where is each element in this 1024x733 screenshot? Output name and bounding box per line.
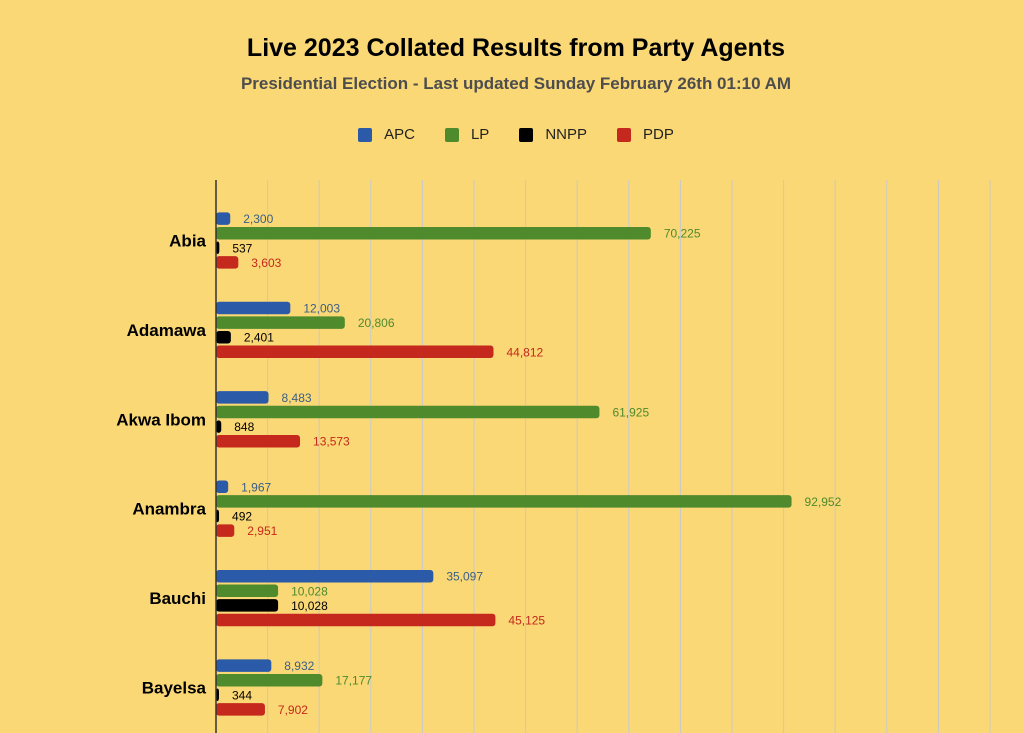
- data-label: 2,401: [244, 331, 274, 345]
- bar-pdp: [216, 613, 496, 627]
- data-label: 848: [234, 420, 254, 434]
- data-label: 20,806: [358, 316, 395, 330]
- category-label: Bauchi: [149, 589, 206, 608]
- category-label: Bayelsa: [142, 679, 207, 698]
- data-label: 8,483: [282, 391, 312, 405]
- data-label: 17,177: [335, 674, 372, 688]
- data-label: 35,097: [446, 570, 483, 584]
- bar-lp: [216, 405, 600, 419]
- data-label: 2,300: [243, 212, 273, 226]
- bar-apc: [216, 659, 272, 672]
- chart-legend: APC LP NNPP PDP: [0, 126, 1024, 143]
- category-label: Anambra: [132, 500, 206, 519]
- bar-pdp: [216, 256, 239, 269]
- bar-apc: [216, 212, 231, 225]
- bar-nnpp: [216, 420, 222, 433]
- bar-pdp: [216, 703, 265, 716]
- bar-apc: [216, 301, 291, 315]
- legend-label-nnpp: NNPP: [545, 126, 588, 143]
- bar-pdp: [216, 524, 235, 537]
- data-label: 92,952: [805, 495, 842, 509]
- chart-subtitle: Presidential Election - Last updated Sun…: [240, 74, 792, 93]
- lp-swatch-icon: [444, 127, 459, 142]
- data-label: 8,932: [284, 659, 314, 673]
- bar-nnpp: [216, 509, 220, 523]
- data-label: 3,603: [251, 256, 281, 270]
- bar-apc: [216, 480, 229, 494]
- bar-apc: [216, 391, 269, 404]
- bar-lp: [216, 673, 323, 687]
- data-label: 44,812: [506, 345, 543, 359]
- data-label: 344: [232, 688, 252, 702]
- category-label: Adamawa: [127, 321, 207, 340]
- legend-item-nnpp[interactable]: NNPP: [519, 126, 587, 143]
- data-label: 537: [232, 241, 252, 255]
- bar-pdp: [216, 345, 494, 359]
- bar-nnpp: [216, 330, 231, 344]
- data-label: 61,925: [612, 406, 649, 420]
- category-label: Abia: [169, 232, 206, 251]
- data-label: 13,573: [313, 435, 350, 449]
- data-label: 70,225: [664, 227, 701, 241]
- category-label: Akwa Ibom: [116, 410, 206, 429]
- legend-label-lp: LP: [470, 126, 490, 143]
- data-label: 7,902: [278, 703, 308, 717]
- legend-item-apc[interactable]: APC: [358, 126, 415, 143]
- data-label: 492: [232, 510, 252, 524]
- chart-title: Live 2023 Collated Results from Party Ag…: [246, 34, 786, 62]
- bar-nnpp: [216, 599, 279, 612]
- nnpp-swatch-icon: [519, 127, 534, 142]
- apc-swatch-icon: [358, 127, 373, 142]
- legend-item-pdp[interactable]: PDP: [617, 126, 674, 143]
- legend-label-pdp: PDP: [643, 126, 674, 143]
- bar-lp: [216, 226, 651, 240]
- data-label: 10,028: [291, 584, 328, 598]
- bar-apc: [216, 569, 434, 583]
- data-label: 1,967: [241, 480, 271, 494]
- legend-label-apc: APC: [384, 126, 415, 143]
- bar-lp: [216, 495, 792, 508]
- legend-item-lp[interactable]: LP: [444, 126, 490, 143]
- data-label: 45,125: [508, 614, 545, 628]
- data-label: 12,003: [303, 302, 340, 316]
- data-label: 10,028: [291, 599, 328, 613]
- bar-lp: [216, 584, 279, 598]
- bar-nnpp: [216, 241, 220, 255]
- bar-lp: [216, 316, 345, 329]
- pdp-swatch-icon: [617, 127, 632, 142]
- data-label: 2,951: [247, 524, 277, 538]
- bar-pdp: [216, 434, 301, 448]
